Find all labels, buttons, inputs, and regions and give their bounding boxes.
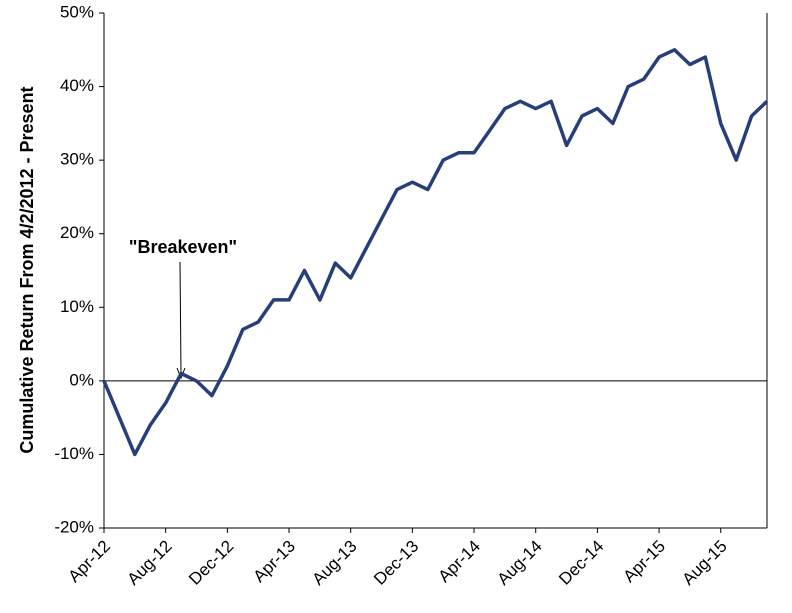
y-tick-label: -10% — [54, 444, 94, 463]
x-tick-label: Apr-12 — [64, 537, 114, 587]
y-tick-label: -20% — [54, 517, 94, 536]
y-tick-label: 40% — [60, 76, 94, 95]
x-tick-label: Dec-14 — [555, 537, 607, 589]
y-tick-label: 20% — [60, 223, 94, 242]
annotation-arrow — [179, 261, 182, 375]
y-axis-label: Cumulative Return From 4/2/2012 - Presen… — [17, 86, 37, 453]
y-tick-label: 30% — [60, 150, 94, 169]
x-tick-label: Apr-15 — [620, 537, 670, 587]
x-tick-label: Dec-12 — [185, 537, 237, 589]
x-tick-label: Dec-13 — [370, 537, 422, 589]
annotation: "Breakeven" — [129, 237, 237, 257]
y-tick-label: 10% — [60, 297, 94, 316]
line-series — [102, 48, 769, 457]
x-tick-label: Apr-13 — [250, 537, 300, 587]
x-tick-label: Aug-14 — [494, 537, 546, 589]
x-tick-label: Aug-13 — [308, 537, 360, 589]
x-tick-label: Aug-12 — [123, 537, 175, 589]
y-tick-label: 50% — [60, 2, 94, 21]
annotation-arrowhead — [176, 367, 186, 380]
y-tick-label: 0% — [69, 370, 94, 389]
x-tick-label: Aug-15 — [679, 537, 731, 589]
x-tick-label: Apr-14 — [435, 537, 485, 587]
